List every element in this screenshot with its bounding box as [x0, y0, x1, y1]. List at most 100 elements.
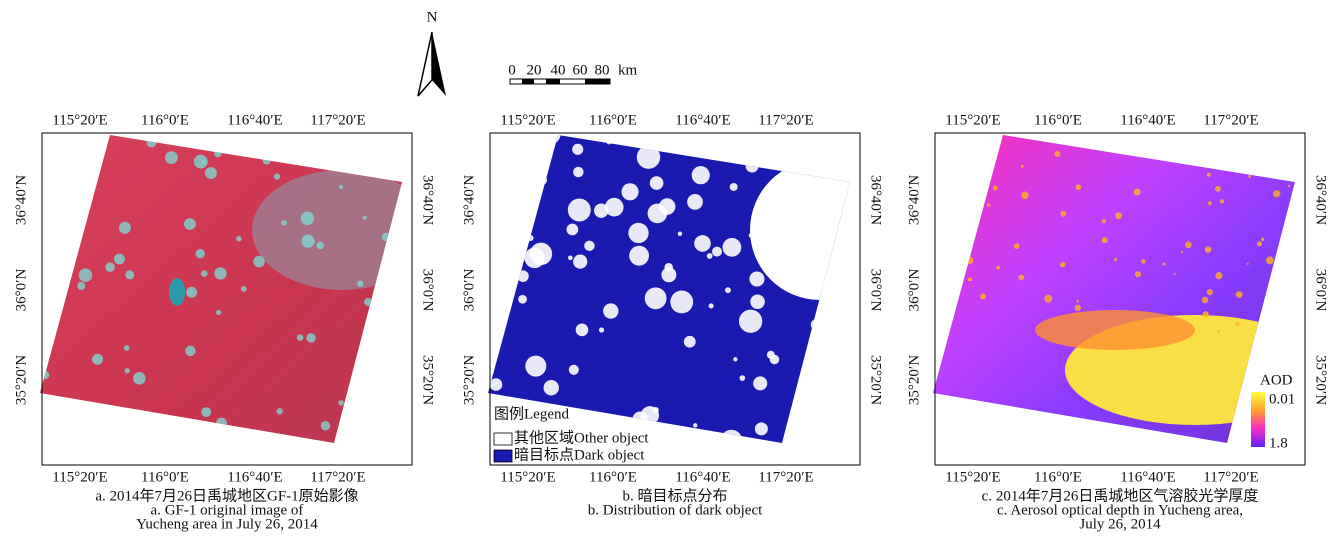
y-tick-label-right: 36°40′N: [868, 175, 884, 225]
other-patch: [517, 197, 525, 204]
aod-spot: [975, 181, 981, 187]
other-patch: [568, 364, 579, 375]
town: [384, 423, 397, 436]
town: [362, 215, 367, 220]
scale-label: 20: [527, 62, 542, 78]
caption: b. Distribution of dark object: [588, 502, 763, 518]
town: [364, 297, 373, 307]
aod-spot: [1013, 243, 1020, 249]
other-patch: [629, 245, 650, 266]
colorbar-title: AOD: [1260, 372, 1293, 388]
aod-spot: [1059, 261, 1066, 268]
other-patch: [567, 198, 591, 222]
town: [125, 270, 135, 280]
colorbar: [1251, 392, 1265, 447]
other-patch: [830, 322, 842, 334]
other-patch: [661, 267, 677, 283]
town: [186, 286, 198, 298]
town: [306, 333, 316, 343]
other-patch: [670, 290, 694, 314]
other-patch: [706, 253, 713, 259]
y-tick-label-left: 36°0′N: [13, 269, 29, 312]
other-patch: [733, 357, 738, 362]
town: [200, 436, 214, 443]
town: [320, 421, 331, 431]
aod-spot: [1260, 237, 1265, 241]
scale-label: 0: [508, 62, 516, 78]
town: [118, 221, 131, 234]
aod-spot: [1188, 327, 1191, 330]
other-patch: [683, 335, 696, 348]
aod-spot: [1101, 219, 1107, 224]
other-patch: [824, 383, 837, 396]
x-tick-label-top: 117°20′E: [310, 112, 365, 128]
x-tick-label-bottom: 116°40′E: [675, 469, 730, 485]
other-patch: [573, 254, 588, 269]
aod-spot: [1287, 184, 1291, 188]
other-patch: [621, 183, 639, 201]
other-patch: [628, 222, 649, 244]
other-patch: [568, 255, 573, 261]
other-patch: [739, 375, 746, 381]
x-tick-label-top: 116°40′E: [227, 112, 282, 128]
town: [193, 154, 208, 169]
aod-spot: [1264, 150, 1268, 154]
legend-label: 暗目标点Dark object: [514, 446, 645, 463]
town: [92, 353, 104, 365]
y-tick-label-left: 35°20′N: [13, 355, 29, 405]
aod-spot: [1281, 146, 1289, 154]
town: [46, 232, 55, 241]
aod-spot: [1101, 237, 1108, 244]
other-patch: [826, 377, 850, 400]
aod-spot: [1018, 274, 1025, 281]
y-tick-label-left: 36°0′N: [906, 269, 922, 312]
aod-spot: [1114, 258, 1117, 261]
x-tick-label-top: 116°0′E: [1034, 112, 1082, 128]
other-patch: [572, 143, 584, 155]
other-patch: [810, 318, 823, 331]
other-patch: [808, 160, 821, 173]
town: [281, 220, 287, 226]
aod-spot: [958, 215, 962, 219]
other-patch: [598, 327, 605, 333]
aod-spot: [1054, 150, 1061, 158]
town: [381, 232, 391, 242]
x-tick-label-bottom: 115°20′E: [945, 469, 1000, 485]
y-tick-label-left: 36°40′N: [13, 175, 29, 225]
town: [236, 235, 242, 242]
y-tick-label-right: 35°20′N: [868, 355, 884, 405]
other-patch: [828, 320, 836, 328]
town: [276, 408, 283, 415]
other-patch: [495, 299, 506, 310]
aod-spot: [933, 170, 939, 177]
aod-spot: [997, 145, 1001, 149]
other-patch: [720, 429, 743, 443]
caption: b. 暗目标点分布: [622, 487, 727, 504]
town: [114, 253, 125, 265]
map-frame: [934, 132, 1306, 466]
aod-spot: [1173, 272, 1176, 275]
town: [393, 272, 400, 279]
other-patch: [708, 303, 714, 309]
aod-spot: [1060, 210, 1067, 217]
other-patch: [652, 406, 659, 414]
other-patch: [738, 309, 763, 333]
x-tick-label-bottom: 116°0′E: [1034, 469, 1082, 485]
other-patch: [749, 271, 765, 287]
y-tick-label-left: 35°20′N: [906, 355, 922, 405]
town: [40, 243, 50, 254]
other-patch: [513, 178, 528, 193]
other-patch: [573, 166, 584, 178]
y-tick-label-right: 36°0′N: [1313, 269, 1329, 312]
other-patch: [536, 174, 548, 186]
other-patch: [515, 224, 529, 238]
other-patch: [838, 394, 850, 414]
other-patch: [488, 328, 495, 335]
aod-spot: [1115, 145, 1122, 152]
aod-spot: [1217, 329, 1220, 333]
other-patch: [593, 203, 609, 218]
y-tick-label-left: 36°40′N: [461, 175, 477, 225]
town: [78, 268, 93, 282]
other-patch: [525, 355, 547, 377]
town: [146, 137, 157, 148]
